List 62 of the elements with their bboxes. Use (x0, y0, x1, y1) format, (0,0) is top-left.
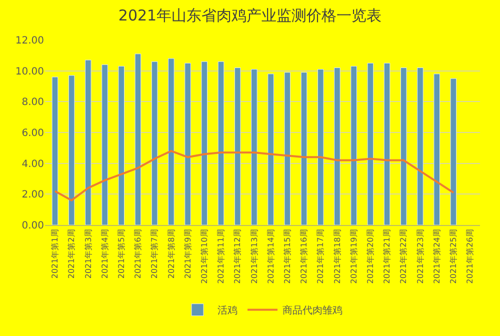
x-tick-label: 2021年第6周 (134, 229, 143, 279)
bar (201, 61, 208, 225)
bar (350, 66, 357, 225)
x-tick-label: 2021年第15周 (283, 229, 292, 284)
bar (384, 62, 390, 225)
x-tick-label: 2021年第14周 (266, 229, 276, 284)
bar (400, 68, 407, 225)
bar (218, 61, 224, 225)
chart-title: 2021年山东省肉鸡产业监测价格一览表 (118, 6, 382, 25)
y-tick-label: 6.00 (22, 128, 44, 139)
bar (151, 61, 158, 225)
x-tick-label: 2021年第2周 (67, 229, 76, 279)
bar (284, 72, 291, 225)
bar (450, 78, 457, 225)
x-tick-label: 2021年第19周 (349, 229, 358, 284)
bar (118, 66, 125, 225)
y-tick-label: 2.00 (22, 190, 44, 201)
y-tick-label: 12.00 (15, 36, 44, 46)
x-tick-label: 2021年第3周 (84, 229, 93, 279)
x-tick-label: 2021年第23周 (416, 229, 425, 284)
y-tick-label: 10.00 (15, 66, 44, 78)
y-tick-label: 4.00 (22, 158, 44, 170)
bar (168, 58, 174, 225)
y-tick-label: 8.00 (22, 97, 44, 108)
bar (251, 69, 258, 225)
x-tick-label: 2021年第8周 (166, 229, 176, 279)
bar (334, 68, 340, 225)
bar (52, 76, 58, 225)
bar (268, 74, 274, 225)
bar (102, 64, 108, 225)
x-tick-label: 2021年第11周 (216, 229, 226, 284)
x-tick-label: 2021年第24周 (432, 229, 442, 284)
bar (234, 68, 241, 225)
bar (85, 60, 92, 225)
x-tick-label: 2021年第25周 (449, 229, 458, 284)
legend-label: 活鸡 (218, 304, 238, 317)
x-tick-label: 2021年第21周 (382, 229, 392, 284)
x-tick-label: 2021年第12周 (233, 229, 242, 284)
line-series (54, 150, 454, 202)
bar (134, 54, 142, 225)
x-tick-label: 2021年第18周 (332, 229, 342, 284)
x-tick-label: 2021年第26周 (466, 229, 475, 284)
x-tick-label: 2021年第13周 (250, 229, 259, 284)
bar (434, 74, 440, 225)
x-tick-label: 2021年第4周 (100, 229, 110, 279)
y-tick-label: 0.00 (22, 220, 44, 232)
x-tick-label: 2021年第9周 (183, 229, 192, 279)
bar (68, 75, 75, 225)
legend-label: 商品代肉雏鸡 (282, 304, 342, 317)
x-tick-label: 2021年第20周 (366, 229, 376, 284)
bar (317, 69, 324, 225)
bar (417, 68, 424, 225)
x-tick-label: 2021年第22周 (399, 229, 408, 284)
x-tick-label: 2021年第1周 (50, 229, 60, 279)
bar (367, 62, 374, 225)
x-tick-label: 2021年第16周 (300, 229, 309, 284)
x-tick-label: 2021年第10周 (200, 229, 209, 284)
x-tick-label: 2021年第17周 (316, 229, 326, 284)
bar (184, 62, 191, 225)
x-tick-label: 2021年第7周 (150, 229, 160, 279)
bar (300, 72, 308, 225)
x-tick-label: 2021年第5周 (116, 229, 126, 279)
